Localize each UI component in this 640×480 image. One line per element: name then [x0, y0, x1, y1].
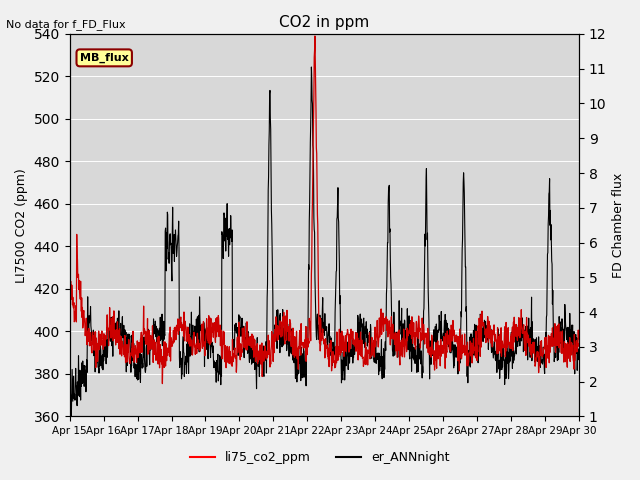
- Title: CO2 in ppm: CO2 in ppm: [279, 15, 369, 30]
- Y-axis label: FD Chamber flux: FD Chamber flux: [612, 173, 625, 278]
- Legend: li75_co2_ppm, er_ANNnight: li75_co2_ppm, er_ANNnight: [186, 446, 454, 469]
- Y-axis label: LI7500 CO2 (ppm): LI7500 CO2 (ppm): [15, 168, 28, 283]
- Text: MB_flux: MB_flux: [80, 53, 129, 63]
- Text: No data for f_FD_Flux: No data for f_FD_Flux: [6, 19, 126, 30]
